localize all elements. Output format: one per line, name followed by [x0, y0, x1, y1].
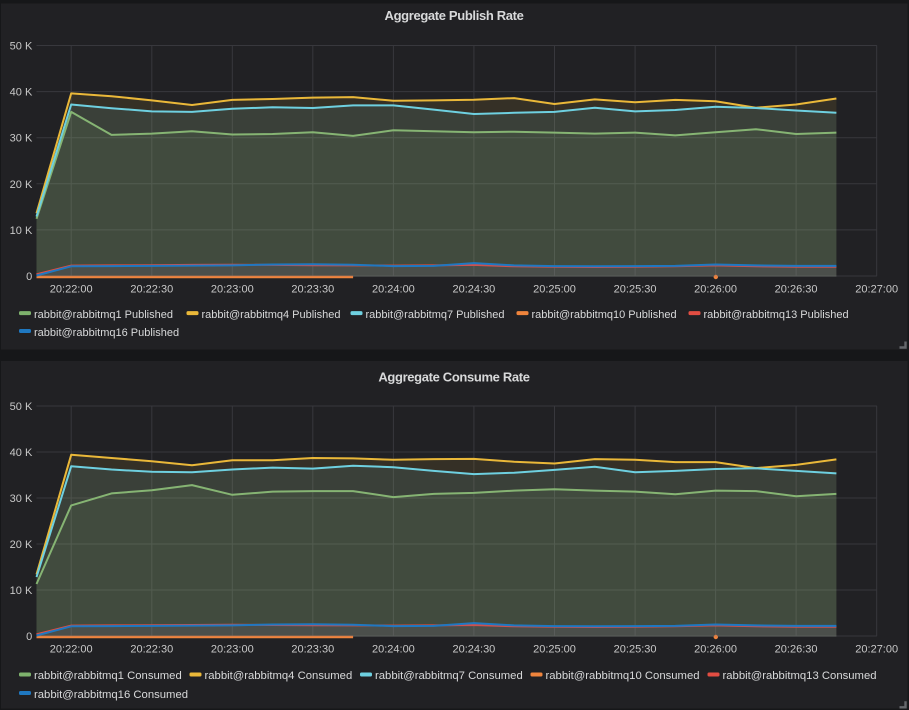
svg-text:rabbit@rabbitmq16 Published: rabbit@rabbitmq16 Published [34, 327, 179, 339]
svg-text:20 K: 20 K [10, 179, 33, 191]
svg-text:20:25:30: 20:25:30 [614, 284, 657, 296]
svg-text:50 K: 50 K [10, 401, 33, 413]
svg-text:20:22:30: 20:22:30 [130, 643, 173, 655]
svg-text:Aggregate Consume Rate: Aggregate Consume Rate [378, 370, 529, 385]
svg-text:20:23:00: 20:23:00 [211, 284, 254, 296]
svg-text:30 K: 30 K [10, 133, 33, 145]
svg-text:20:24:30: 20:24:30 [452, 643, 495, 655]
svg-text:50 K: 50 K [10, 41, 33, 53]
svg-text:20:22:00: 20:22:00 [50, 643, 93, 655]
svg-text:10 K: 10 K [10, 225, 33, 237]
svg-text:rabbit@rabbitmq7 Published: rabbit@rabbitmq7 Published [366, 309, 505, 321]
svg-text:20:25:00: 20:25:00 [533, 284, 576, 296]
svg-text:20:22:30: 20:22:30 [130, 284, 173, 296]
svg-text:20:27:00: 20:27:00 [855, 284, 898, 296]
svg-text:0: 0 [26, 271, 32, 283]
svg-text:rabbit@rabbitmq13 Consumed: rabbit@rabbitmq13 Consumed [723, 670, 877, 682]
svg-text:20:23:30: 20:23:30 [291, 643, 334, 655]
svg-text:rabbit@rabbitmq4 Consumed: rabbit@rabbitmq4 Consumed [205, 670, 353, 682]
svg-text:rabbit@rabbitmq1 Published: rabbit@rabbitmq1 Published [34, 309, 173, 321]
svg-text:rabbit@rabbitmq7 Consumed: rabbit@rabbitmq7 Consumed [375, 670, 523, 682]
svg-text:40 K: 40 K [10, 447, 33, 459]
svg-text:20:26:30: 20:26:30 [775, 643, 818, 655]
svg-text:20:24:00: 20:24:00 [372, 284, 415, 296]
svg-text:10 K: 10 K [10, 585, 33, 597]
svg-text:20:26:00: 20:26:00 [694, 643, 737, 655]
svg-text:20:25:00: 20:25:00 [533, 643, 576, 655]
svg-text:20:23:30: 20:23:30 [291, 284, 334, 296]
svg-text:rabbit@rabbitmq4 Published: rabbit@rabbitmq4 Published [202, 309, 341, 321]
svg-text:0: 0 [26, 631, 32, 643]
svg-text:20:24:30: 20:24:30 [452, 284, 495, 296]
svg-text:20:24:00: 20:24:00 [372, 643, 415, 655]
svg-text:20 K: 20 K [10, 539, 33, 551]
svg-text:20:26:30: 20:26:30 [775, 284, 818, 296]
svg-text:rabbit@rabbitmq16 Consumed: rabbit@rabbitmq16 Consumed [34, 689, 188, 701]
svg-text:20:26:00: 20:26:00 [694, 284, 737, 296]
svg-text:rabbit@rabbitmq1 Consumed: rabbit@rabbitmq1 Consumed [34, 670, 182, 682]
svg-text:40 K: 40 K [10, 87, 33, 99]
svg-text:rabbit@rabbitmq10 Published: rabbit@rabbitmq10 Published [532, 309, 677, 321]
svg-text:rabbit@rabbitmq13 Published: rabbit@rabbitmq13 Published [704, 309, 849, 321]
svg-text:30 K: 30 K [10, 493, 33, 505]
svg-text:rabbit@rabbitmq10 Consumed: rabbit@rabbitmq10 Consumed [546, 670, 700, 682]
svg-text:20:25:30: 20:25:30 [614, 643, 657, 655]
svg-text:20:23:00: 20:23:00 [211, 643, 254, 655]
svg-text:Aggregate Publish Rate: Aggregate Publish Rate [385, 8, 524, 23]
svg-text:20:27:00: 20:27:00 [855, 643, 898, 655]
svg-text:20:22:00: 20:22:00 [50, 284, 93, 296]
